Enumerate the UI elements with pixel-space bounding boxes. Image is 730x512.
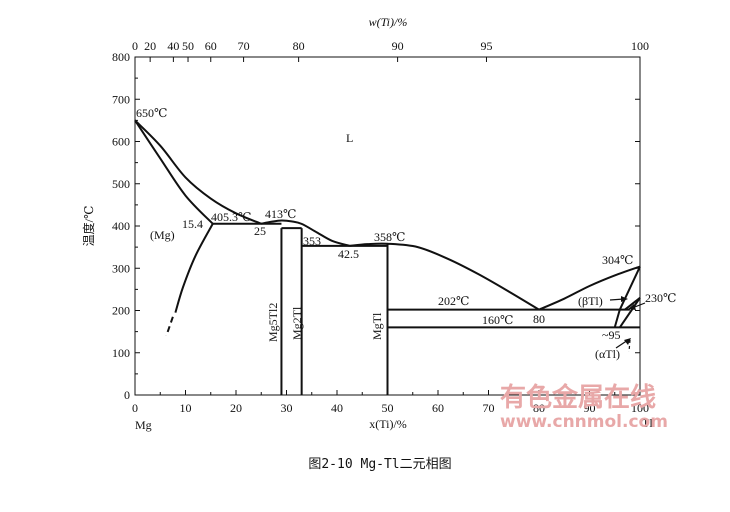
label-melt-mg: 650℃ bbox=[136, 106, 167, 120]
label-mg2tl: Mg2Tl bbox=[290, 306, 304, 340]
top-tick-label: 40 bbox=[167, 39, 179, 53]
arrowhead-beta-tl bbox=[621, 296, 628, 302]
bottom-tick-label: 10 bbox=[180, 401, 192, 415]
label-beta-tl: (βTl) bbox=[578, 294, 603, 308]
watermark-url: www.cnnmol.com bbox=[500, 412, 668, 432]
y-tick-label: 700 bbox=[112, 92, 130, 106]
label-line160: 160℃ bbox=[482, 313, 513, 327]
top-tick-label: 90 bbox=[392, 39, 404, 53]
arrowhead-trans-temp bbox=[628, 304, 636, 310]
label-mg5tl2: Mg5Tl2 bbox=[266, 303, 280, 342]
bottom-axis-title: x(Ti)/% bbox=[369, 417, 407, 431]
dashed-95-marker bbox=[628, 339, 631, 353]
label-eutectic2-temp: 353 bbox=[303, 234, 321, 248]
y-tick-label: 300 bbox=[112, 261, 130, 275]
top-tick-label: 80 bbox=[293, 39, 305, 53]
y-tick-label: 100 bbox=[112, 346, 130, 360]
bottom-tick-label: 100 bbox=[631, 401, 649, 415]
liquidus-curve bbox=[261, 219, 350, 247]
label-about95: ~95 bbox=[602, 328, 621, 342]
bottom-tick-label: 70 bbox=[483, 401, 495, 415]
label-mgtl-peak: 358℃ bbox=[374, 230, 405, 244]
y-tick-label: 500 bbox=[112, 177, 130, 191]
label-eutectic1-comp: 25 bbox=[254, 224, 266, 238]
left-axis-title: 温度/℃ bbox=[81, 206, 96, 247]
top-tick-label: 50 bbox=[182, 39, 194, 53]
label-tl-melt: 304℃ bbox=[602, 253, 633, 267]
mg-solvus-dashed bbox=[165, 316, 174, 337]
bottom-tick-label: 80 bbox=[533, 401, 545, 415]
y-tick-label: 600 bbox=[112, 135, 130, 149]
bottom-tick-label: 0 bbox=[132, 401, 138, 415]
y-tick-label: 200 bbox=[112, 304, 130, 318]
label-eutectic1-temp: 405.3℃ bbox=[211, 210, 251, 224]
y-tick-label: 400 bbox=[112, 219, 130, 233]
y-tick-label: 800 bbox=[112, 50, 130, 64]
top-axis-title: w(Ti)/% bbox=[369, 15, 408, 29]
phase-curves bbox=[134, 119, 641, 395]
tl-phase-line bbox=[618, 266, 641, 311]
mg-solvus-curve bbox=[174, 223, 214, 313]
label-mg-phase: (Mg) bbox=[150, 228, 175, 242]
figure-caption: 图2-10 Mg-Tl二元相图 bbox=[308, 457, 451, 472]
label-eutectic3-comp: 80 bbox=[533, 312, 545, 326]
top-tick-label: 0 bbox=[132, 39, 138, 53]
top-tick-label: 70 bbox=[238, 39, 250, 53]
mg-solidus-curve bbox=[134, 119, 214, 225]
label-eutectic2-comp: 42.5 bbox=[338, 247, 359, 261]
bottom-tick-label: 40 bbox=[331, 401, 343, 415]
tl-phase-line bbox=[618, 297, 641, 328]
y-tick-label: 0 bbox=[124, 388, 130, 402]
label-eutectic3-temp: 202℃ bbox=[438, 294, 469, 308]
label-liquid: L bbox=[346, 131, 353, 145]
bottom-tick-label: 60 bbox=[432, 401, 444, 415]
arrowhead-alpha-tl bbox=[624, 338, 631, 345]
element-tl-label: Tl bbox=[642, 416, 653, 430]
label-mgtl: MgTl bbox=[370, 312, 384, 340]
liquidus-curve bbox=[134, 119, 262, 225]
label-trans-temp: 230℃ bbox=[645, 291, 676, 305]
top-tick-label: 60 bbox=[205, 39, 217, 53]
top-tick-label: 20 bbox=[144, 39, 156, 53]
label-peak: 413℃ bbox=[265, 207, 296, 221]
tick-marks bbox=[134, 56, 641, 396]
bottom-tick-label: 50 bbox=[382, 401, 394, 415]
top-tick-label: 95 bbox=[480, 39, 492, 53]
bottom-tick-label: 90 bbox=[584, 401, 596, 415]
tl-phase-line bbox=[613, 309, 621, 328]
liquidus-curve bbox=[349, 242, 540, 311]
watermark-title: 有色金属在线 bbox=[500, 382, 656, 413]
bottom-tick-label: 30 bbox=[281, 401, 293, 415]
liquidus-curve bbox=[538, 265, 641, 311]
top-tick-label: 100 bbox=[631, 39, 649, 53]
label-solubility: 15.4 bbox=[182, 217, 203, 231]
label-alpha-tl: (αTl) bbox=[595, 347, 620, 361]
bottom-tick-label: 20 bbox=[230, 401, 242, 415]
element-mg-label: Mg bbox=[135, 418, 152, 432]
